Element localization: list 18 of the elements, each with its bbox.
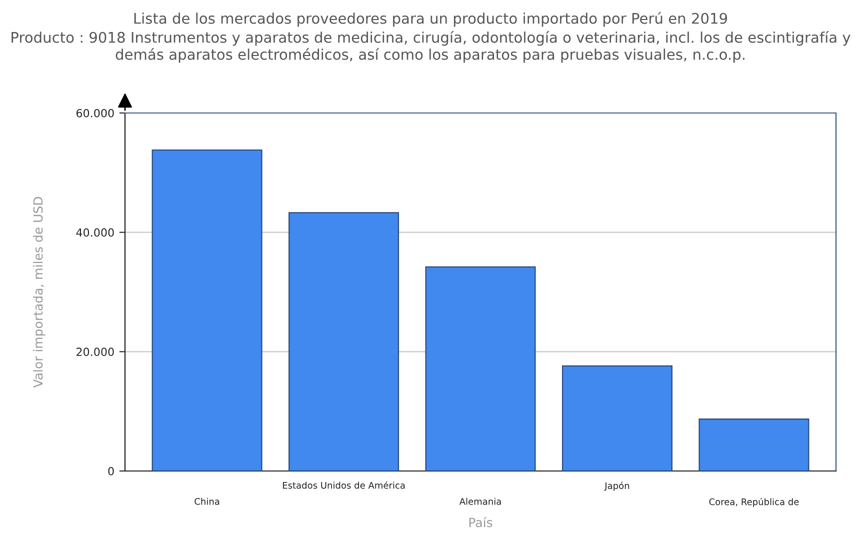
y-tick-label: 60.000 [76, 108, 114, 118]
x-tick-label: Corea, República de [709, 498, 799, 507]
y-tick-label: 20.000 [76, 348, 114, 356]
bar [698, 418, 810, 471]
y-axis-title: Valor importada, miles de USD [33, 196, 46, 388]
x-tick-label: Estados Unidos de América [282, 481, 405, 489]
x-tick-label: Japón [604, 482, 630, 491]
bar [562, 365, 672, 471]
bar [152, 149, 262, 471]
x-tick-label: China [194, 498, 220, 505]
y-tick-label: 40.000 [76, 228, 114, 237]
x-tick-label: Alemania [459, 498, 501, 505]
chart-subtitle: Producto : 9018 Instrumentos y aparatos de medicina, cirugía, odontología o veterinaria, incl. los de escintigrafía y demás aparatos electromédicos, así como los aparatos para pruebas visuales, n.c.o.p. [12, 31, 850, 63]
bar [425, 266, 536, 471]
y-tick-label: 0 [108, 466, 114, 476]
bar [288, 212, 400, 471]
chart-title: Lista de los mercados proveedores para un producto importado por Perú en 2019 [134, 12, 728, 27]
x-axis-title: País [469, 517, 492, 528]
